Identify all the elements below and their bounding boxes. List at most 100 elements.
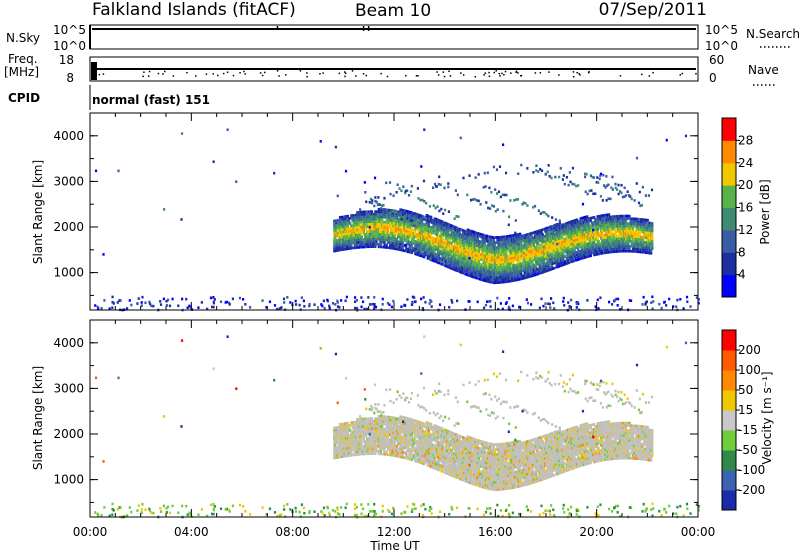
power-cell — [357, 211, 360, 214]
power-cell — [544, 255, 547, 258]
power-cell — [629, 249, 632, 253]
power-cell — [352, 224, 355, 227]
power-cell — [566, 249, 570, 252]
power-cell — [406, 230, 409, 233]
power-cell — [636, 245, 639, 248]
power-cell — [480, 243, 483, 246]
power-cell — [394, 237, 397, 241]
power-cell — [440, 230, 443, 233]
power-cell — [449, 244, 452, 247]
power-cell — [448, 223, 451, 227]
power-cell — [525, 240, 529, 244]
power-cell — [459, 265, 462, 269]
power-cell — [604, 218, 607, 222]
power-cell — [548, 265, 551, 269]
power-cell — [553, 246, 556, 250]
power-cell — [558, 242, 562, 245]
power-cell — [373, 240, 376, 243]
power-cell — [489, 207, 492, 210]
power-cell — [568, 226, 571, 229]
power-cell — [475, 249, 478, 252]
power-cell — [395, 227, 399, 231]
power-cell — [552, 249, 555, 253]
power-cell — [621, 219, 624, 223]
nave-dot — [276, 70, 279, 72]
power-cell — [345, 245, 348, 248]
power-cell — [560, 259, 563, 262]
power-cell — [523, 234, 526, 237]
power-cell — [390, 221, 393, 225]
power-cell — [617, 240, 620, 243]
power-cell — [471, 230, 474, 233]
power-cell — [496, 246, 499, 249]
power-cell — [431, 256, 434, 260]
power-cell — [474, 253, 477, 257]
power-cell — [643, 246, 646, 249]
power-cell — [370, 235, 374, 238]
power-cell — [634, 247, 637, 251]
power-cell — [492, 253, 495, 257]
power-cell — [619, 249, 622, 253]
power-cell — [476, 244, 480, 248]
power-cell — [465, 250, 468, 254]
velocity-cell — [340, 448, 343, 451]
power-cell — [467, 246, 470, 250]
power-cell — [556, 232, 559, 236]
power-cell — [334, 249, 337, 253]
velocity-cell — [349, 424, 352, 427]
velocity-cell — [344, 439, 347, 443]
power-cell — [529, 257, 532, 261]
power-cell — [393, 247, 396, 250]
power-cell — [399, 240, 402, 244]
power-cell — [431, 243, 434, 247]
power-cell — [392, 299, 395, 303]
power-cell — [431, 248, 434, 252]
power-cell — [366, 212, 369, 216]
power-cell — [598, 177, 601, 181]
velocity-cell — [353, 428, 356, 432]
power-cell — [548, 228, 551, 231]
power-cell — [524, 243, 527, 247]
power-cell — [477, 277, 481, 281]
power-cell — [517, 258, 521, 261]
power-cell — [489, 238, 492, 241]
power-cell — [473, 268, 476, 272]
power-cell — [563, 232, 566, 236]
power-cell — [481, 268, 484, 272]
power-cell — [406, 217, 409, 220]
velocity-cell — [343, 434, 346, 438]
power-cell — [488, 237, 491, 241]
power-cell — [490, 250, 493, 254]
power-cell — [525, 268, 529, 272]
power-cell — [528, 242, 531, 246]
power-cell — [630, 242, 633, 246]
power-cell — [377, 243, 380, 246]
power-cell — [455, 241, 458, 245]
power-cell — [527, 258, 530, 261]
power-cell — [571, 252, 574, 256]
power-cell — [481, 238, 484, 242]
power-cell — [557, 232, 560, 236]
power-cell — [455, 228, 458, 232]
power-cell — [622, 249, 625, 253]
power-cell — [351, 234, 354, 237]
power-cell — [586, 222, 589, 226]
power-cell — [460, 271, 464, 274]
power-cell — [475, 274, 478, 277]
power-cell — [595, 220, 598, 224]
power-cell — [336, 249, 339, 252]
power-cell — [599, 227, 603, 230]
power-cell — [415, 215, 418, 218]
power-cell — [616, 297, 620, 301]
power-cell — [497, 248, 500, 252]
power-cell — [617, 250, 620, 253]
velocity-cell — [346, 446, 350, 450]
power-cell — [530, 259, 533, 263]
power-cell — [397, 235, 400, 239]
power-cell — [487, 267, 490, 271]
power-cell — [511, 234, 514, 237]
power-cell — [356, 241, 359, 244]
power-cell — [470, 229, 473, 233]
power-cell — [414, 252, 417, 256]
velocity-cell — [344, 432, 347, 435]
